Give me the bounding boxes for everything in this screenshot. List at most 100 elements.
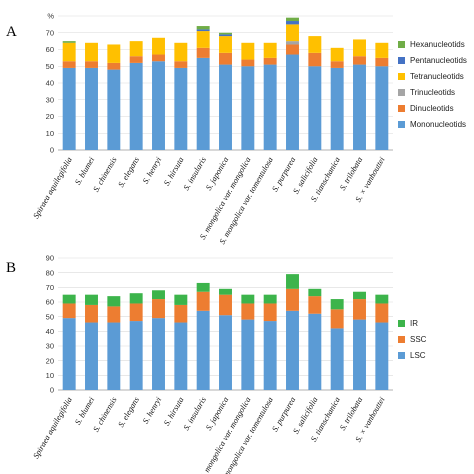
- bar-segment: [196, 291, 210, 311]
- bar-segment: [241, 59, 255, 67]
- y-tick-label: 50: [46, 312, 54, 321]
- bar-segment: [62, 61, 76, 68]
- bar-segment: [85, 322, 98, 390]
- category-label: S. elegans: [117, 396, 141, 429]
- bar-segment: [353, 299, 366, 320]
- bar-segment: [241, 42, 255, 60]
- bar-segment: [263, 321, 277, 390]
- y-tick-label: 20: [46, 112, 54, 121]
- y-tick-label: 90: [46, 254, 54, 263]
- bar-segment: [129, 293, 143, 304]
- legend-label: Hexanucleotids: [410, 40, 465, 49]
- bar-segment: [85, 294, 98, 305]
- bar-segment: [107, 322, 121, 390]
- bar-segment: [174, 61, 188, 68]
- category-label: S. hirsuta: [162, 396, 185, 428]
- bar-segment: [308, 313, 322, 390]
- bar-segment: [353, 64, 366, 150]
- legend-label: SSC: [410, 335, 427, 344]
- bar-segment: [174, 322, 188, 390]
- bar-segment: [152, 299, 165, 319]
- bar-segment: [241, 319, 255, 390]
- bar-segment: [152, 54, 165, 62]
- bar-segment: [62, 41, 76, 43]
- legend-swatch: [398, 73, 405, 80]
- category-label: Spiraea aquilegifolia: [31, 396, 73, 461]
- bar-segment: [219, 36, 232, 53]
- bar-segment: [85, 67, 98, 150]
- chart-b: 0 10 20 30 40 50 60 70 80 90 Spiraea aquilegifolia…: [31, 254, 426, 474]
- y-tick-label: 60: [46, 298, 54, 307]
- bar-segment: [196, 31, 210, 48]
- legend-swatch: [398, 320, 405, 327]
- bar-segment: [219, 288, 232, 295]
- bar-segment: [286, 44, 299, 55]
- bar-segment: [196, 282, 210, 292]
- bar-segment: [129, 56, 143, 63]
- bar-segment: [330, 299, 344, 310]
- bar-segment: [196, 47, 210, 58]
- bar-segment: [353, 56, 366, 65]
- y-tick-label: 70: [46, 28, 54, 37]
- y-tick-label: %: [47, 12, 54, 21]
- bar-segment: [263, 303, 277, 322]
- panel-a-letter: A: [6, 24, 17, 40]
- legend-label: Tetranucleotids: [410, 72, 464, 81]
- bar-segment: [107, 69, 121, 150]
- y-tick-label: 30: [46, 95, 54, 104]
- bar-segment: [107, 62, 121, 70]
- bar-segment: [330, 61, 344, 68]
- legend-swatch: [398, 105, 405, 112]
- y-tick-label: 30: [46, 342, 54, 351]
- panel-b-letter: B: [6, 260, 16, 276]
- bar-segment: [62, 318, 76, 390]
- legend-swatch: [398, 121, 405, 128]
- bar-segment: [375, 303, 389, 323]
- bar-segment: [286, 310, 299, 390]
- y-tick-label: 40: [46, 79, 54, 88]
- y-tick-label: 10: [46, 129, 54, 138]
- bar-segment: [375, 294, 389, 304]
- bar-segment: [330, 309, 344, 329]
- category-label: S. henryi: [141, 395, 164, 425]
- category-label: S. blumei: [73, 395, 96, 427]
- bar-segment: [286, 288, 299, 311]
- bar-segment: [308, 52, 322, 67]
- bar-segment: [263, 57, 277, 65]
- category-label: S. blumei: [73, 155, 96, 187]
- bar-segment: [196, 310, 210, 390]
- bar-segment: [174, 304, 188, 323]
- bar-segment: [62, 303, 76, 319]
- bar-segment: [241, 303, 255, 320]
- bar-segment: [353, 319, 366, 390]
- y-tick-label: 10: [46, 371, 54, 380]
- bar-segment: [263, 42, 277, 58]
- bar-segment: [85, 61, 98, 68]
- bar-segment: [308, 66, 322, 150]
- bar-segment: [263, 64, 277, 150]
- legend-label: LSC: [410, 351, 426, 360]
- bar-segment: [308, 296, 322, 314]
- bar-segment: [286, 21, 299, 25]
- bar-segment: [375, 42, 389, 58]
- bar-segment: [152, 37, 165, 55]
- bar-segment: [174, 67, 188, 150]
- bar-segment: [129, 321, 143, 390]
- bar-segment: [241, 66, 255, 150]
- bar-segment: [107, 44, 121, 63]
- y-tick-label: 50: [46, 62, 54, 71]
- bar-segment: [353, 291, 366, 300]
- y-tick-label: 0: [50, 146, 54, 155]
- bar-segment: [375, 322, 389, 390]
- bar-segment: [353, 39, 366, 57]
- bar-segment: [107, 306, 121, 323]
- bar-segment: [152, 318, 165, 390]
- legend-swatch: [398, 352, 405, 359]
- bar-segment: [129, 62, 143, 150]
- legend-swatch: [398, 41, 405, 48]
- bar-segment: [286, 17, 299, 22]
- bar-segment: [219, 32, 232, 35]
- bar-segment: [330, 67, 344, 150]
- bar-segment: [85, 42, 98, 62]
